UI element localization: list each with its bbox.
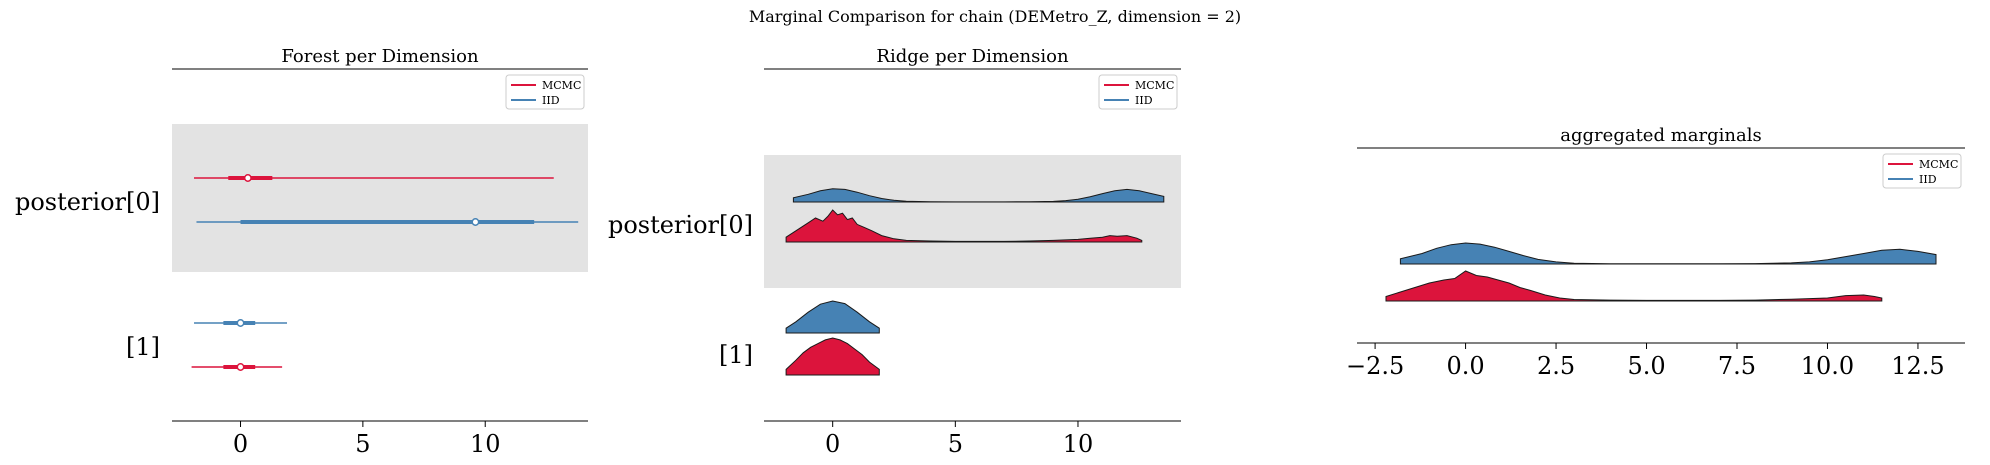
- legend-label-iid: IID: [1919, 173, 1937, 186]
- median-point: [236, 319, 245, 327]
- x-tick-label: 5: [355, 430, 370, 458]
- mcmc-density: [785, 337, 880, 376]
- legend-label-mcmc: MCMC: [1135, 79, 1174, 92]
- x-tick-label: 7.5: [1718, 352, 1756, 380]
- iid-density: [785, 300, 880, 334]
- x-tick-label: 5: [948, 430, 963, 458]
- x-ticks: 0 5 10: [233, 421, 501, 458]
- ridge-marks: [785, 188, 1165, 376]
- legend: MCMC IID: [505, 74, 585, 110]
- row-label-1: [1]: [719, 341, 753, 369]
- ridge-panel: Ridge per Dimension posterior[0] [1] 0 5 1…: [608, 46, 1181, 458]
- x-tick-label: 10: [1063, 430, 1094, 458]
- legend-label-iid: IID: [1135, 94, 1153, 107]
- iid-density: [1399, 242, 1937, 265]
- figure-suptitle: Marginal Comparison for chain (DEMetro_Z…: [749, 7, 1241, 26]
- panel-title: Forest per Dimension: [281, 46, 479, 67]
- mcmc-density: [1385, 270, 1883, 302]
- x-ticks: −2.5 0.0 2.5 5.0 7.5 10.0 12.5: [1346, 343, 1945, 380]
- x-tick-label: 10.0: [1801, 352, 1854, 380]
- legend: MCMC IID: [1098, 74, 1178, 110]
- mcmc-density: [785, 209, 1143, 243]
- x-tick-label: 0: [233, 430, 248, 458]
- ridge-marks: [1385, 242, 1937, 302]
- x-tick-label: 0: [825, 430, 840, 458]
- row-label-posterior-0: posterior[0]: [15, 188, 160, 216]
- panel-title: aggregated marginals: [1560, 125, 1761, 146]
- posterior-0-band: [172, 124, 588, 272]
- x-tick-label: −2.5: [1346, 352, 1404, 380]
- x-tick-label: 2.5: [1537, 352, 1575, 380]
- legend-label-mcmc: MCMC: [542, 79, 581, 92]
- legend: MCMC IID: [1882, 153, 1962, 189]
- legend-label-mcmc: MCMC: [1919, 158, 1958, 171]
- forest-marks: [191, 174, 579, 371]
- panel-title: Ridge per Dimension: [876, 46, 1069, 67]
- row-label-posterior-0: posterior[0]: [608, 211, 753, 239]
- median-point: [243, 174, 252, 182]
- legend-label-iid: IID: [542, 94, 560, 107]
- median-point: [471, 218, 480, 226]
- row-label-1: [1]: [126, 333, 160, 361]
- median-point: [236, 363, 245, 371]
- x-tick-label: 0.0: [1446, 352, 1484, 380]
- x-tick-label: 10: [470, 430, 501, 458]
- x-tick-label: 12.5: [1891, 352, 1944, 380]
- x-tick-label: 5.0: [1627, 352, 1665, 380]
- aggregated-panel: aggregated marginals −2.5 0.0 2.5 5.0 7.5 10.…: [1346, 125, 1965, 380]
- forest-panel: Forest per Dimension posterior[0] [1] 0 5…: [15, 46, 588, 458]
- x-ticks: 0 5 10: [825, 421, 1093, 458]
- iid-density: [792, 188, 1165, 203]
